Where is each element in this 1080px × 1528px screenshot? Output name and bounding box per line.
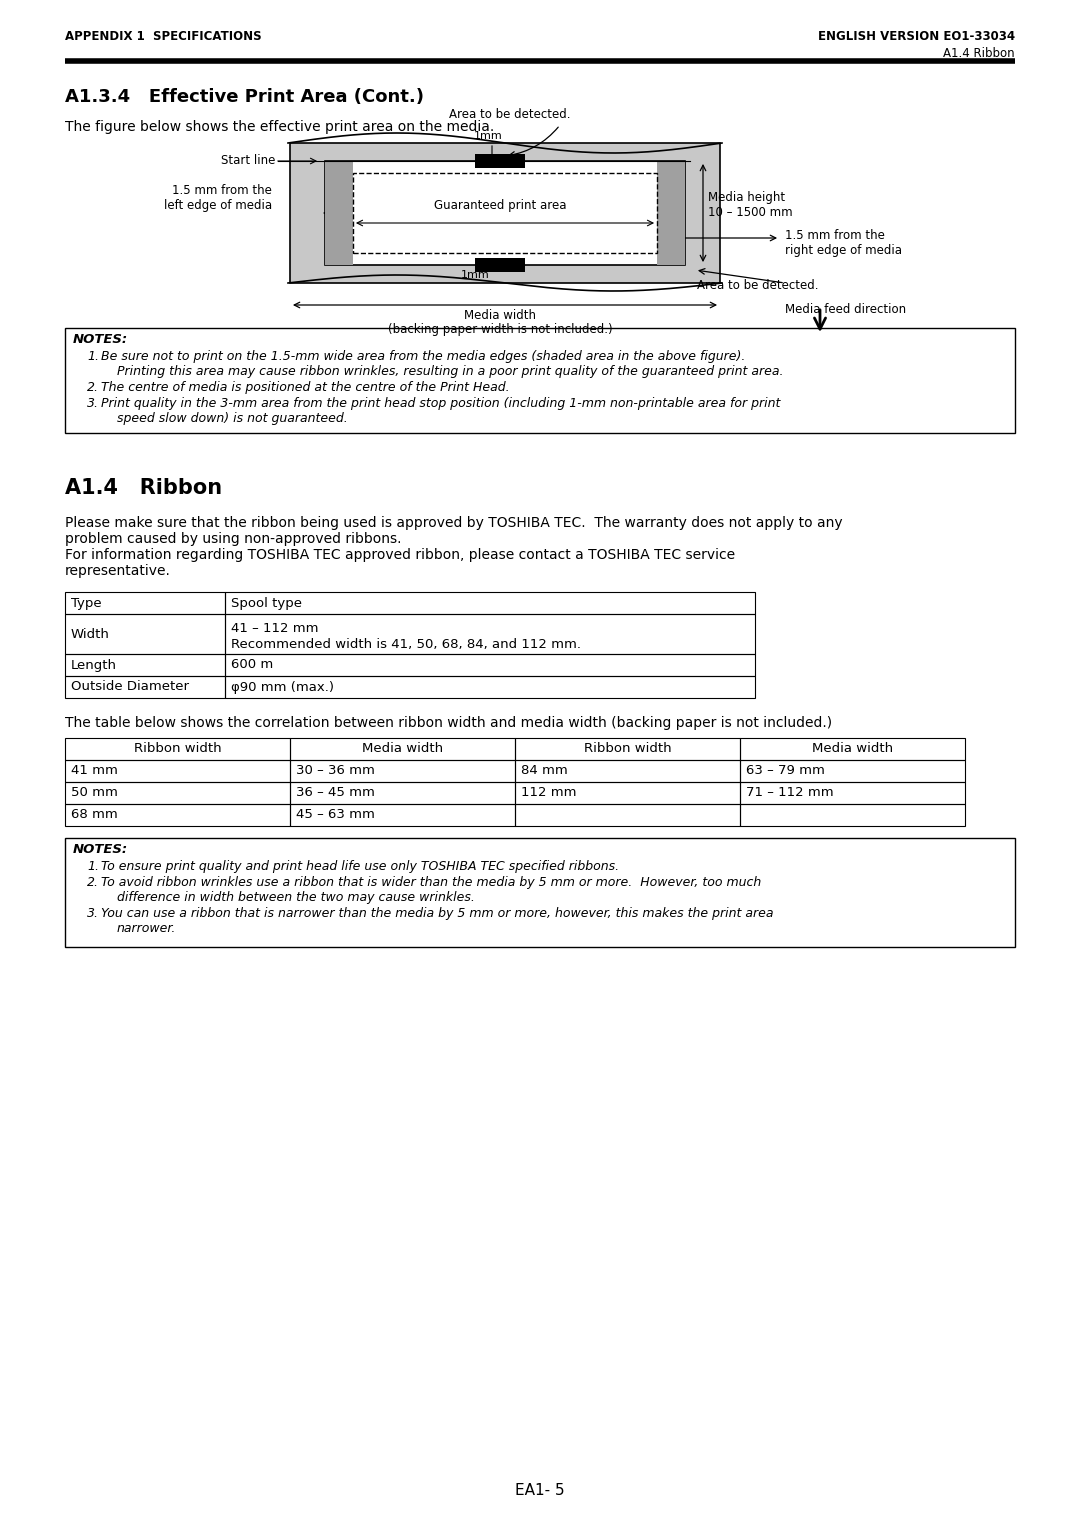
Bar xyxy=(740,804,966,827)
Bar xyxy=(65,329,1015,432)
Text: 68 mm: 68 mm xyxy=(71,808,118,822)
Text: The table below shows the correlation between ribbon width and media width (back: The table below shows the correlation be… xyxy=(65,717,832,730)
Text: Start line: Start line xyxy=(220,154,275,168)
Text: A1.4   Ribbon: A1.4 Ribbon xyxy=(65,478,222,498)
Text: 41 mm: 41 mm xyxy=(71,764,118,778)
Text: A1.4 Ribbon: A1.4 Ribbon xyxy=(943,47,1015,60)
Bar xyxy=(291,144,720,283)
Bar xyxy=(291,738,515,759)
Bar xyxy=(740,759,966,782)
Text: 63 – 79 mm: 63 – 79 mm xyxy=(746,764,825,778)
Text: 71 – 112 mm: 71 – 112 mm xyxy=(746,787,834,799)
Text: Spool type: Spool type xyxy=(231,596,302,610)
Text: speed slow down) is not guaranteed.: speed slow down) is not guaranteed. xyxy=(117,413,348,425)
Bar xyxy=(353,173,657,254)
Text: representative.: representative. xyxy=(65,564,171,578)
Text: Type: Type xyxy=(71,596,102,610)
Text: Ribbon width: Ribbon width xyxy=(583,743,672,755)
Text: Outside Diameter: Outside Diameter xyxy=(71,680,189,694)
Bar xyxy=(65,654,225,675)
Bar xyxy=(325,160,353,264)
Text: Please make sure that the ribbon being used is approved by TOSHIBA TEC.  The war: Please make sure that the ribbon being u… xyxy=(65,516,842,530)
Bar xyxy=(740,738,966,759)
Text: 1.5 mm from the
right edge of media: 1.5 mm from the right edge of media xyxy=(785,229,902,257)
Text: The figure below shows the effective print area on the media.: The figure below shows the effective pri… xyxy=(65,121,495,134)
Text: Recommended width is 41, 50, 68, 84, and 112 mm.: Recommended width is 41, 50, 68, 84, and… xyxy=(231,639,581,651)
Text: Guaranteed print area: Guaranteed print area xyxy=(434,199,566,211)
Text: 1mm: 1mm xyxy=(474,131,502,141)
Text: To avoid ribbon wrinkles use a ribbon that is wider than the media by 5 mm or mo: To avoid ribbon wrinkles use a ribbon th… xyxy=(102,876,761,889)
Text: Print quality in the 3-mm area from the print head stop position (including 1-mm: Print quality in the 3-mm area from the … xyxy=(102,397,781,410)
Bar xyxy=(515,782,740,804)
Text: Area to be detected.: Area to be detected. xyxy=(697,280,819,292)
Text: Be sure not to print on the 1.5-mm wide area from the media edges (shaded area i: Be sure not to print on the 1.5-mm wide … xyxy=(102,350,745,364)
Text: difference in width between the two may cause wrinkles.: difference in width between the two may … xyxy=(117,891,475,905)
Bar xyxy=(225,614,755,654)
Text: A1.3.4   Effective Print Area (Cont.): A1.3.4 Effective Print Area (Cont.) xyxy=(65,89,424,105)
Bar xyxy=(657,160,685,264)
Text: 84 mm: 84 mm xyxy=(521,764,568,778)
Bar xyxy=(225,654,755,675)
Text: 36 – 45 mm: 36 – 45 mm xyxy=(296,787,375,799)
Bar xyxy=(291,759,515,782)
Text: problem caused by using non-approved ribbons.: problem caused by using non-approved rib… xyxy=(65,532,402,545)
Bar xyxy=(65,782,291,804)
Text: Ribbon width: Ribbon width xyxy=(134,743,221,755)
Bar xyxy=(515,759,740,782)
Text: 2.: 2. xyxy=(87,380,99,394)
Text: ENGLISH VERSION EO1-33034: ENGLISH VERSION EO1-33034 xyxy=(818,31,1015,43)
Text: narrower.: narrower. xyxy=(117,921,176,935)
Bar xyxy=(65,591,225,614)
Bar xyxy=(515,804,740,827)
Text: 30 – 36 mm: 30 – 36 mm xyxy=(296,764,375,778)
Text: NOTES:: NOTES: xyxy=(73,333,129,345)
Bar xyxy=(65,614,225,654)
Text: APPENDIX 1  SPECIFICATIONS: APPENDIX 1 SPECIFICATIONS xyxy=(65,31,261,43)
Bar xyxy=(65,804,291,827)
Bar xyxy=(291,804,515,827)
Text: 1.: 1. xyxy=(87,350,99,364)
Text: EA1- 5: EA1- 5 xyxy=(515,1484,565,1497)
Bar xyxy=(65,837,1015,947)
Text: Media height
10 – 1500 mm: Media height 10 – 1500 mm xyxy=(708,191,793,219)
Bar xyxy=(325,160,685,264)
Bar xyxy=(65,759,291,782)
Bar xyxy=(65,738,291,759)
Text: 45 – 63 mm: 45 – 63 mm xyxy=(296,808,375,822)
Text: 50 mm: 50 mm xyxy=(71,787,118,799)
Text: Area to be detected.: Area to be detected. xyxy=(449,108,570,121)
Text: 1.: 1. xyxy=(87,860,99,872)
Text: φ90 mm (max.): φ90 mm (max.) xyxy=(231,680,334,694)
Bar xyxy=(65,675,225,698)
Bar xyxy=(225,591,755,614)
Bar xyxy=(475,154,525,168)
Text: 1mm: 1mm xyxy=(461,270,489,280)
Bar xyxy=(225,675,755,698)
Text: Media width: Media width xyxy=(464,309,536,322)
Text: 41 – 112 mm: 41 – 112 mm xyxy=(231,622,319,636)
Text: 1.5 mm from the
left edge of media: 1.5 mm from the left edge of media xyxy=(164,183,272,212)
Text: Width: Width xyxy=(71,628,110,640)
Text: Printing this area may cause ribbon wrinkles, resulting in a poor print quality : Printing this area may cause ribbon wrin… xyxy=(117,365,783,377)
Text: 3.: 3. xyxy=(87,908,99,920)
Text: Media width: Media width xyxy=(812,743,893,755)
Text: Media width: Media width xyxy=(362,743,443,755)
Text: You can use a ribbon that is narrower than the media by 5 mm or more, however, t: You can use a ribbon that is narrower th… xyxy=(102,908,773,920)
Text: 2.: 2. xyxy=(87,876,99,889)
Text: Length: Length xyxy=(71,659,117,671)
Text: For information regarding TOSHIBA TEC approved ribbon, please contact a TOSHIBA : For information regarding TOSHIBA TEC ap… xyxy=(65,549,735,562)
Text: 3.: 3. xyxy=(87,397,99,410)
Text: The centre of media is positioned at the centre of the Print Head.: The centre of media is positioned at the… xyxy=(102,380,510,394)
Bar xyxy=(740,782,966,804)
Bar xyxy=(475,258,525,272)
Bar xyxy=(515,738,740,759)
Bar xyxy=(291,782,515,804)
Text: 112 mm: 112 mm xyxy=(521,787,577,799)
Text: Media feed direction: Media feed direction xyxy=(785,303,906,316)
Text: (backing paper width is not included.): (backing paper width is not included.) xyxy=(388,322,612,336)
Text: 600 m: 600 m xyxy=(231,659,273,671)
Text: To ensure print quality and print head life use only TOSHIBA TEC specified ribbo: To ensure print quality and print head l… xyxy=(102,860,619,872)
Text: NOTES:: NOTES: xyxy=(73,843,129,856)
